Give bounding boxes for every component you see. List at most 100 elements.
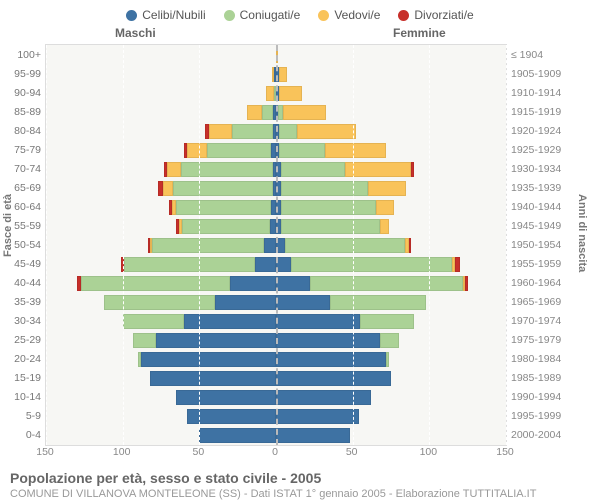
bar-female bbox=[276, 200, 394, 215]
segment bbox=[199, 428, 276, 443]
age-row bbox=[46, 47, 506, 66]
legend-swatch bbox=[224, 10, 235, 21]
segment bbox=[133, 333, 156, 348]
segment bbox=[274, 67, 276, 82]
bar-male bbox=[176, 390, 276, 405]
segment bbox=[279, 67, 287, 82]
bar-male bbox=[187, 409, 276, 424]
chart-title: Popolazione per età, sesso e stato civil… bbox=[10, 470, 600, 486]
segment bbox=[276, 333, 380, 348]
segment bbox=[262, 105, 273, 120]
segment bbox=[376, 200, 394, 215]
segment bbox=[279, 124, 297, 139]
bar-female bbox=[276, 314, 414, 329]
bar-female bbox=[276, 257, 460, 272]
age-label: 10-14 bbox=[0, 388, 45, 407]
year-label: 1915-1919 bbox=[505, 103, 595, 122]
bar-male bbox=[199, 428, 276, 443]
segment bbox=[283, 105, 326, 120]
segment bbox=[270, 219, 276, 234]
segment bbox=[215, 295, 276, 310]
age-label: 70-74 bbox=[0, 160, 45, 179]
age-label: 65-69 bbox=[0, 179, 45, 198]
bar-male bbox=[176, 219, 276, 234]
bar-female bbox=[276, 295, 426, 310]
bar-female bbox=[276, 124, 356, 139]
x-tick-label: 150 bbox=[496, 446, 514, 458]
segment bbox=[273, 162, 276, 177]
segment bbox=[279, 86, 302, 101]
bar-male bbox=[164, 162, 276, 177]
segment bbox=[273, 105, 276, 120]
x-tick-label: 50 bbox=[192, 446, 204, 458]
footer: Popolazione per età, sesso e stato civil… bbox=[0, 464, 600, 500]
legend-swatch bbox=[126, 10, 137, 21]
age-label: 25-29 bbox=[0, 331, 45, 350]
age-label: 30-34 bbox=[0, 312, 45, 331]
segment bbox=[281, 162, 345, 177]
segment bbox=[176, 200, 271, 215]
segment bbox=[266, 86, 274, 101]
segment bbox=[281, 181, 368, 196]
segment bbox=[276, 428, 350, 443]
year-label: 1955-1959 bbox=[505, 255, 595, 274]
segment bbox=[465, 276, 468, 291]
bar-male bbox=[150, 371, 276, 386]
segment bbox=[182, 219, 269, 234]
segment bbox=[330, 295, 427, 310]
bar-male bbox=[184, 143, 276, 158]
segment bbox=[276, 276, 310, 291]
age-row bbox=[46, 237, 506, 256]
age-row bbox=[46, 104, 506, 123]
segment bbox=[276, 409, 359, 424]
age-label: 15-19 bbox=[0, 369, 45, 388]
segment bbox=[276, 48, 278, 63]
year-label: 1970-1974 bbox=[505, 312, 595, 331]
age-label: 60-64 bbox=[0, 198, 45, 217]
bar-male bbox=[247, 105, 276, 120]
age-label: 55-59 bbox=[0, 217, 45, 236]
bar-female bbox=[276, 238, 411, 253]
bar-male bbox=[77, 276, 276, 291]
segment bbox=[271, 200, 276, 215]
segment bbox=[187, 143, 207, 158]
segment bbox=[297, 124, 355, 139]
age-row bbox=[46, 370, 506, 389]
legend-swatch bbox=[398, 10, 409, 21]
segment bbox=[455, 257, 460, 272]
segment bbox=[360, 314, 414, 329]
age-row bbox=[46, 294, 506, 313]
segment bbox=[181, 162, 273, 177]
legend-label: Celibi/Nubili bbox=[142, 8, 205, 22]
segment bbox=[163, 181, 174, 196]
rows bbox=[46, 47, 506, 446]
segment bbox=[156, 333, 276, 348]
segment bbox=[255, 257, 276, 272]
age-row bbox=[46, 408, 506, 427]
segment bbox=[325, 143, 386, 158]
legend: Celibi/NubiliConiugati/eVedovi/eDivorzia… bbox=[0, 0, 600, 26]
age-label: 80-84 bbox=[0, 122, 45, 141]
segment bbox=[247, 105, 262, 120]
year-label: 1905-1909 bbox=[505, 65, 595, 84]
age-label: 75-79 bbox=[0, 141, 45, 160]
year-label: ≤ 1904 bbox=[505, 46, 595, 65]
segment bbox=[276, 295, 330, 310]
age-row bbox=[46, 85, 506, 104]
legend-label: Coniugati/e bbox=[240, 8, 301, 22]
segment bbox=[230, 276, 276, 291]
x-tick-label: 100 bbox=[420, 446, 438, 458]
bar-female bbox=[276, 409, 359, 424]
segment bbox=[187, 409, 276, 424]
segment bbox=[176, 390, 276, 405]
segment bbox=[150, 371, 276, 386]
x-tick-label: 100 bbox=[113, 446, 131, 458]
header-female: Femmine bbox=[393, 26, 446, 40]
legend-label: Divorziati/e bbox=[414, 8, 473, 22]
segment bbox=[276, 371, 391, 386]
age-row bbox=[46, 218, 506, 237]
segment bbox=[276, 105, 278, 120]
bar-female bbox=[276, 86, 302, 101]
bar-female bbox=[276, 352, 389, 367]
segment bbox=[276, 238, 285, 253]
